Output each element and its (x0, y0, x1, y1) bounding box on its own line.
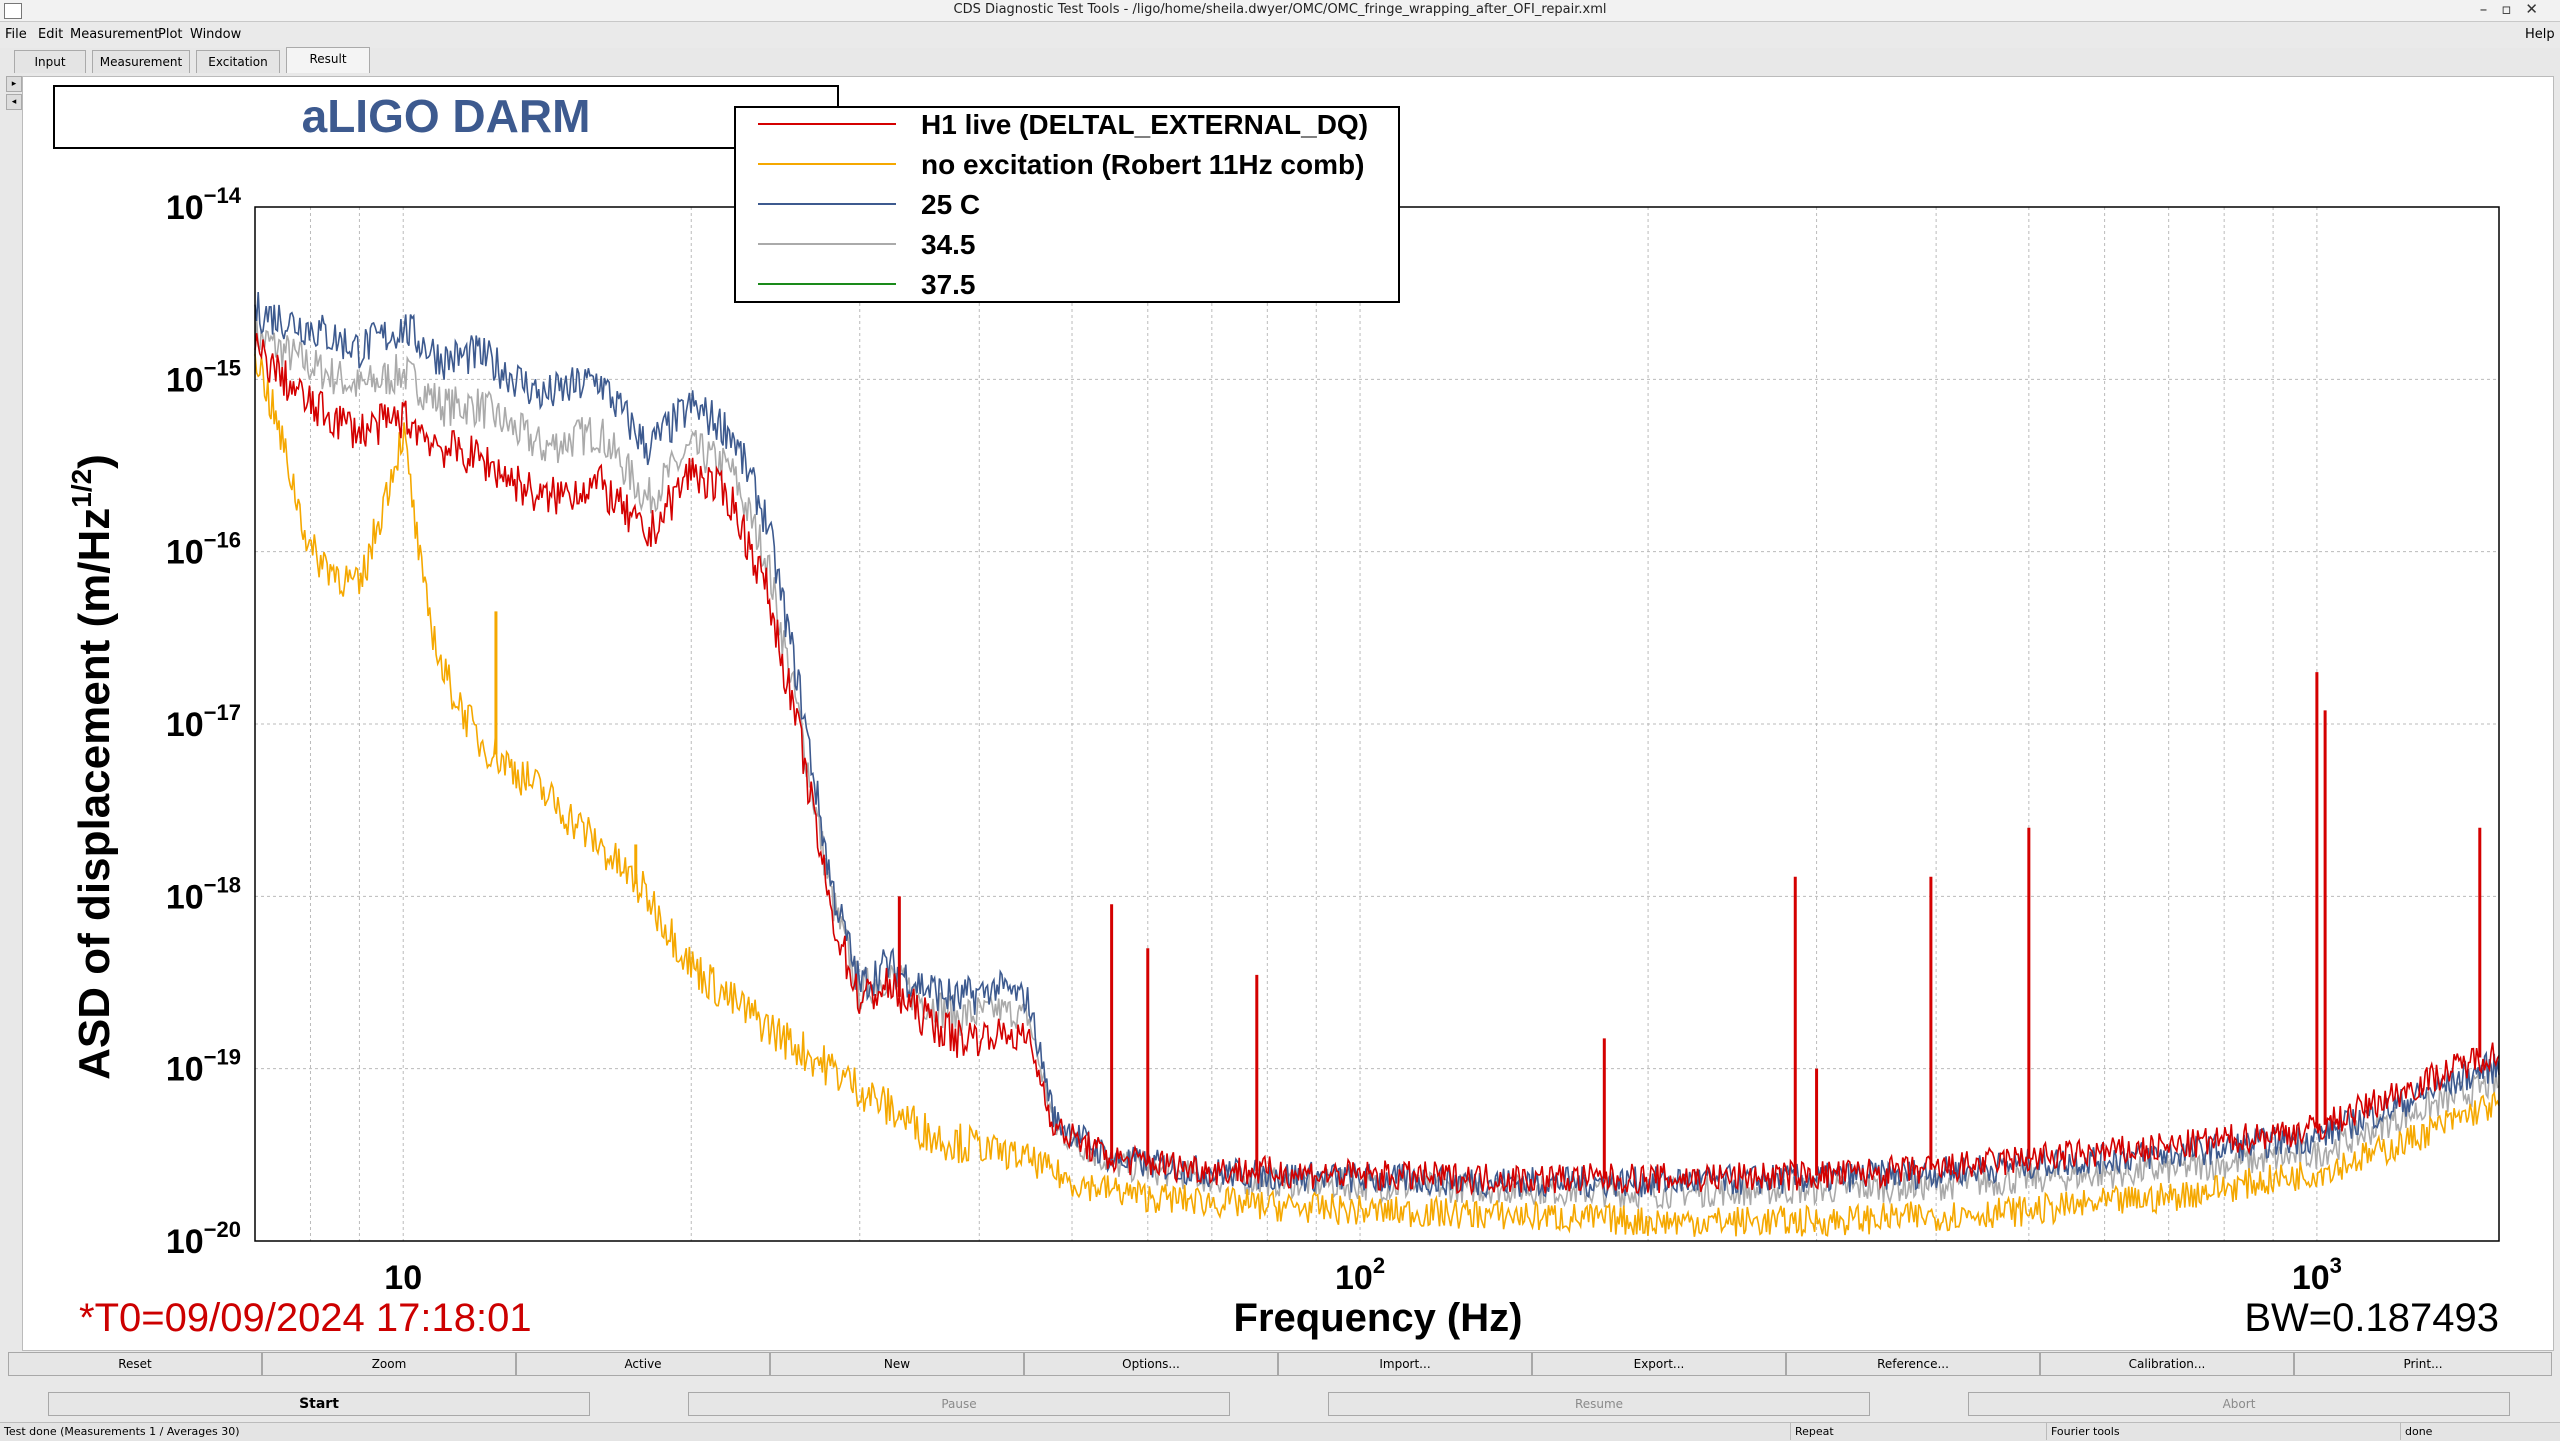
status-repeat: Repeat (1790, 1423, 2047, 1440)
zoom-button[interactable]: Zoom (262, 1352, 516, 1376)
plot-panel: 10 102 103 10−14 10−15 10−16 10−17 10−18 10−19 10… (22, 76, 2554, 1351)
t0-label: *T0=09/09/2024 17:18:01 (79, 1296, 532, 1340)
tab-excitation[interactable]: Excitation (196, 50, 280, 73)
legend-label: 25 C (921, 189, 980, 220)
abort-button[interactable]: Abort (1968, 1392, 2510, 1416)
menubar: File Edit Measurement Plot Window Help (0, 22, 2560, 48)
tab-measurement[interactable]: Measurement (92, 50, 190, 73)
legend-label: H1 live (DELTAL_EXTERNAL_DQ) (921, 109, 1368, 140)
toolbar-row1: Reset Zoom Active New Options... Import.… (8, 1352, 2552, 1376)
y-axis-label-main: ASD of displacement (m/Hz (70, 508, 119, 1080)
y-tick-label: 10−14 (166, 183, 242, 227)
asd-chart[interactable]: 10 102 103 10−14 10−15 10−16 10−17 10−18 10−19 10… (23, 77, 2553, 1350)
reset-button[interactable]: Reset (8, 1352, 262, 1376)
tab-result[interactable]: Result (286, 47, 370, 73)
y-tick-label: 10−16 (166, 528, 241, 572)
status-message: Test done (Measurements 1 / Averages 30) (4, 1425, 240, 1438)
panel-scroll-arrows: ▸ ◂ (6, 76, 22, 112)
y-axis-label: ASD of displacement (m/Hz1/2) (66, 454, 119, 1080)
series-line-2 (254, 291, 2500, 1199)
y-tick-label: 10−15 (166, 355, 241, 399)
menu-measurement[interactable]: Measurement (70, 27, 160, 42)
status-fourier: Fourier tools (2046, 1423, 2401, 1440)
pause-button[interactable]: Pause (688, 1392, 1230, 1416)
x-tick-label: 102 (1335, 1253, 1385, 1297)
y-axis-label-exp: 1/2 (66, 469, 97, 508)
resume-button[interactable]: Resume (1328, 1392, 1870, 1416)
y-tick-label: 10−20 (166, 1217, 241, 1261)
start-button[interactable]: Start (48, 1392, 590, 1416)
title-box (53, 85, 839, 149)
app-icon (4, 3, 22, 19)
chart-ticks: 10 102 103 10−14 10−15 10−16 10−17 10−18 10−19 10… (166, 183, 2342, 1297)
import-button[interactable]: Import... (1278, 1352, 1532, 1376)
menu-file[interactable]: File (5, 27, 27, 42)
legend-label: no excitation (Robert 11Hz comb) (921, 149, 1364, 180)
status-done: done (2400, 1423, 2560, 1440)
y-tick-label: 10−17 (166, 700, 241, 744)
legend-label: 37.5 (921, 269, 976, 300)
calibration-button[interactable]: Calibration... (2040, 1352, 2294, 1376)
scroll-right-icon[interactable]: ▸ (6, 76, 22, 92)
chart-legend: H1 live (DELTAL_EXTERNAL_DQ)no excitatio… (758, 109, 1368, 300)
legend-label: 34.5 (921, 229, 976, 260)
chart-curves (254, 291, 2500, 1237)
series-line-3 (254, 318, 2500, 1210)
status-bar: Test done (Measurements 1 / Averages 30)… (0, 1422, 2560, 1441)
scroll-left-icon[interactable]: ◂ (6, 94, 22, 110)
series-line-0 (254, 333, 2500, 1196)
tab-input[interactable]: Input (14, 50, 86, 73)
reference-button[interactable]: Reference... (1786, 1352, 2040, 1376)
x-tick-label: 10 (384, 1259, 422, 1297)
bw-label: BW=0.187493 (2244, 1296, 2499, 1340)
window-controls[interactable]: –▫✕ (2479, 0, 2552, 18)
y-tick-label: 10−18 (166, 872, 241, 916)
print-button[interactable]: Print... (2294, 1352, 2552, 1376)
toolbar-row2: Start Pause Resume Abort (8, 1392, 2552, 1416)
y-tick-label: 10−19 (166, 1045, 241, 1089)
window-titlebar: CDS Diagnostic Test Tools - /ligo/home/s… (0, 0, 2560, 22)
x-tick-label: 103 (2292, 1253, 2342, 1297)
chart-grid (254, 206, 2499, 1242)
menu-help[interactable]: Help (2525, 27, 2555, 42)
export-button[interactable]: Export... (1532, 1352, 1786, 1376)
y-axis-label-close: ) (70, 454, 119, 469)
menu-edit[interactable]: Edit (38, 27, 64, 42)
x-axis-label: Frequency (Hz) (1234, 1296, 1523, 1340)
window-title: CDS Diagnostic Test Tools - /ligo/home/s… (953, 2, 1607, 17)
options-button[interactable]: Options... (1024, 1352, 1278, 1376)
series-line-1 (254, 353, 2500, 1237)
new-button[interactable]: New (770, 1352, 1024, 1376)
active-button[interactable]: Active (516, 1352, 770, 1376)
menu-plot[interactable]: Plot (158, 27, 183, 42)
menu-window[interactable]: Window (190, 27, 242, 42)
plot-title: aLIGO DARM (302, 90, 591, 142)
